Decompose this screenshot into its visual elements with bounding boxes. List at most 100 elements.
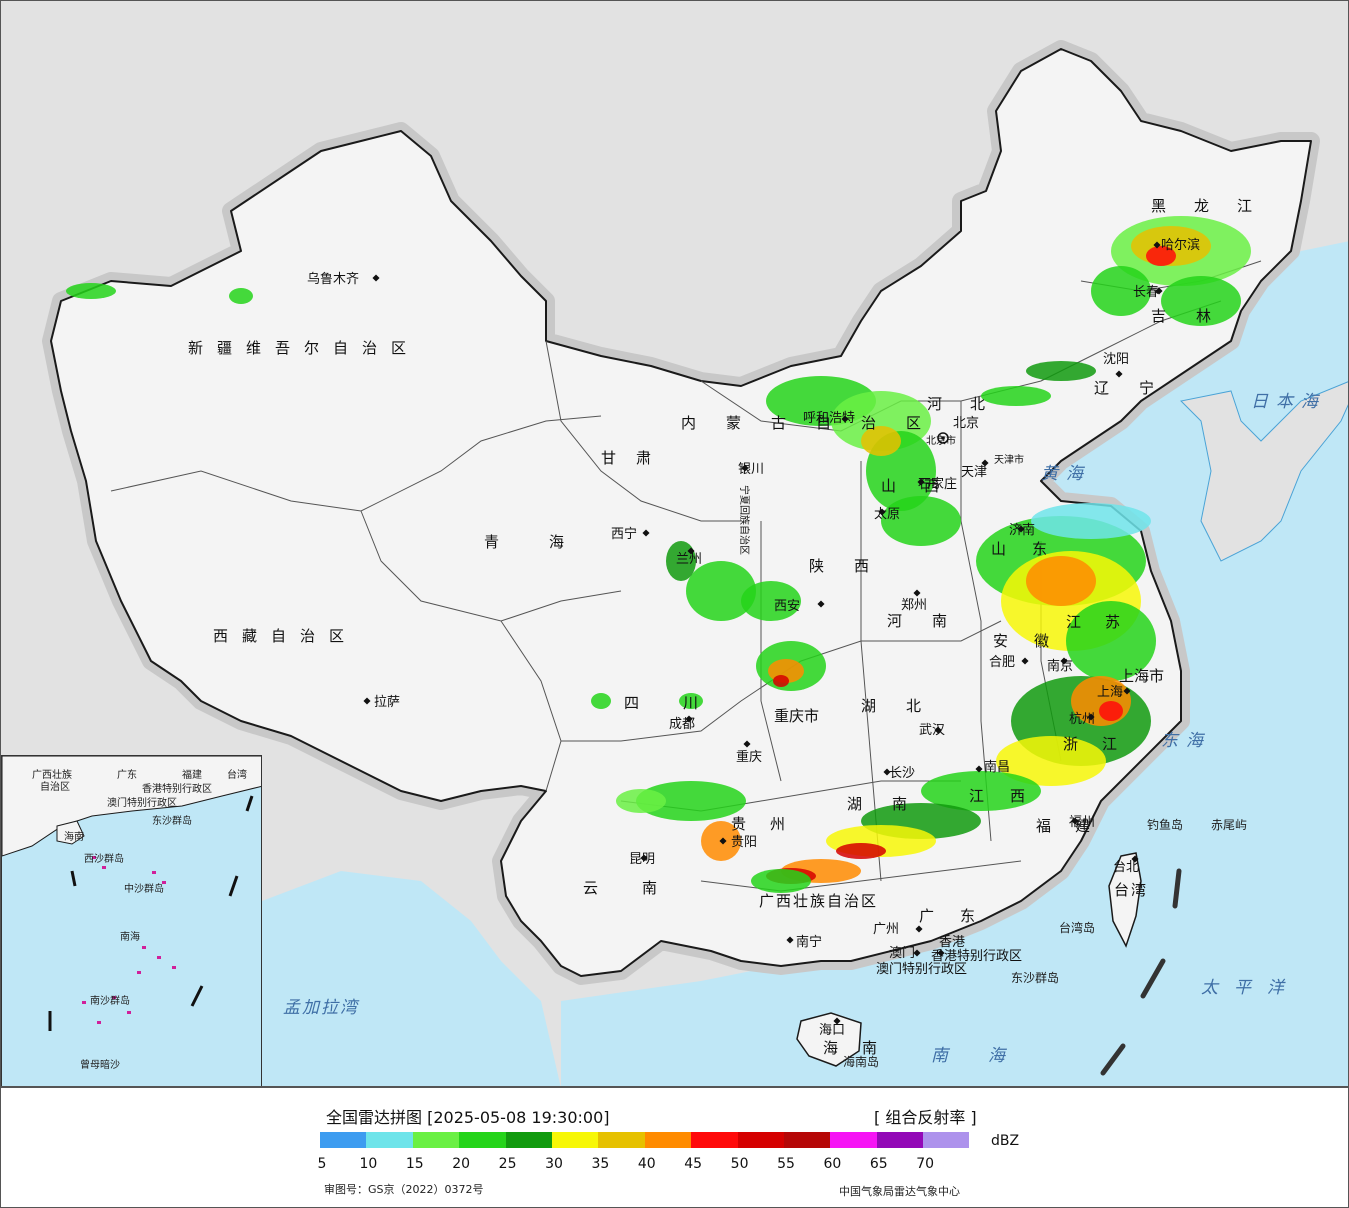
inset-label: 澳门特别行政区 — [107, 798, 177, 809]
city-label: 郑州 — [901, 598, 927, 613]
legend-tick-label: 10 — [359, 1156, 378, 1172]
province-label-yunnan: 云南 — [583, 879, 701, 897]
city-label: 福州 — [1069, 815, 1095, 830]
radar-echo — [1161, 276, 1241, 326]
city-dot — [363, 697, 371, 705]
radar-echoes — [66, 216, 1251, 893]
city-label: 乌鲁木齐 — [307, 271, 359, 287]
province-label-taiwan: 台湾 — [1114, 881, 1148, 899]
city-label: 北京 — [953, 416, 979, 431]
province-label-hubei: 湖北 — [861, 697, 951, 715]
legend-tick-label: 20 — [452, 1156, 471, 1172]
province-label-zhejiang: 浙江 — [1063, 735, 1141, 753]
sar-label-hongkong: 香港特别行政区 — [931, 949, 1022, 964]
city-label: 海口 — [819, 1023, 845, 1038]
city-dot — [640, 854, 648, 862]
radar-echo — [996, 736, 1106, 786]
province-label-neimenggu: 内蒙古自治区 — [681, 414, 951, 432]
legend-swatch — [505, 1132, 552, 1148]
city-label: 济南 — [1009, 522, 1035, 538]
legend-color-bar — [320, 1132, 970, 1148]
radar-echo — [636, 781, 746, 821]
city-label: 银川 — [738, 462, 764, 477]
radar-echo — [591, 693, 611, 709]
city-dot — [913, 949, 921, 957]
municipality-label: 北京市 — [926, 434, 956, 447]
beijing-capital-marker — [937, 432, 949, 444]
legend-swatch — [412, 1132, 460, 1148]
city-dot — [685, 715, 693, 723]
province-label-shaanxi: 陕西 — [809, 557, 899, 575]
radar-echo — [1026, 556, 1096, 606]
inset-label: 东沙群岛 — [152, 816, 192, 827]
china-land — [50, 48, 1312, 977]
city-dot — [937, 949, 945, 957]
sea-label-pacific: 太平洋 — [1201, 978, 1300, 998]
legend-tick-label: 15 — [405, 1156, 424, 1172]
city-label: 拉萨 — [374, 695, 400, 710]
province-label-liaoning: 辽宁 — [1094, 379, 1184, 397]
sea-label-bengal: 孟加拉湾 — [283, 998, 360, 1018]
island-label: 台湾岛 — [1059, 920, 1095, 935]
legend-title: 全国雷达拼图 [2025-05-08 19:30:00] — [326, 1108, 610, 1127]
radar-echo — [741, 581, 801, 621]
city-dot — [833, 1017, 841, 1025]
city-label: 太原 — [874, 507, 900, 522]
city-dot — [1017, 525, 1025, 533]
radar-echo — [1091, 266, 1151, 316]
legend-swatch — [691, 1132, 738, 1148]
radar-map[interactable]: 新疆维吾尔自治区 西藏自治区 青海 甘肃 四川 云南 内蒙古自治区 黑龙江 吉林… — [0, 0, 1349, 1087]
radar-echo — [1026, 361, 1096, 381]
radar-echo — [1031, 503, 1151, 539]
legend-unit: dBZ — [991, 1133, 1020, 1149]
legend-swatch — [644, 1132, 692, 1148]
radar-echo — [981, 386, 1051, 406]
radar-echo — [881, 496, 961, 546]
map-canvas: 新疆维吾尔自治区 西藏自治区 青海 甘肃 四川 云南 内蒙古自治区 黑龙江 吉林… — [42, 40, 1348, 1086]
city-dot — [687, 547, 695, 555]
legend-tick-label: 35 — [591, 1156, 610, 1172]
province-label-shandong: 山东 — [991, 540, 1073, 558]
radar-echo — [751, 869, 811, 893]
city-label: 贵阳 — [731, 835, 757, 850]
radar-echo — [229, 288, 253, 304]
city-label: 南京 — [1047, 658, 1073, 674]
legend-tick-label: 5 — [317, 1156, 327, 1172]
legend-swatch — [459, 1132, 506, 1148]
city-labels: 乌鲁木齐 西宁 兰州 银川 拉萨 成都 重庆 昆明 贵阳 南宁 广州 澳门 香港… — [307, 237, 1200, 1038]
province-label-shanxi: 山西 — [881, 477, 967, 495]
sea-label-japan: 日本海 — [1251, 392, 1326, 412]
province-label-jilin: 吉林 — [1151, 307, 1241, 325]
municipality-label: 上海市 — [1119, 667, 1164, 685]
province-label-sichuan: 四川 — [624, 694, 742, 712]
nine-dash-line — [1100, 868, 1182, 1076]
city-label: 成都 — [669, 717, 695, 732]
city-dot — [913, 589, 921, 597]
municipality-label: 重庆市 — [774, 707, 819, 725]
city-label: 合肥 — [989, 655, 1015, 670]
inset-label: 海南 — [64, 832, 84, 843]
province-label-hainan: 海南 — [823, 1039, 901, 1057]
legend-tick-label: 65 — [869, 1156, 888, 1172]
city-label: 西安 — [774, 599, 800, 614]
city-label: 重庆 — [736, 749, 762, 765]
bay-of-bengal-area — [262, 871, 561, 1086]
city-label: 昆明 — [629, 852, 655, 867]
radar-echo — [861, 426, 901, 456]
legend-swatch — [923, 1132, 970, 1148]
legend-swatch — [551, 1132, 599, 1148]
inset-label: 广东 — [117, 770, 137, 781]
province-label-jiangsu: 江苏 — [1066, 613, 1144, 631]
city-dot — [915, 925, 923, 933]
inset-label: 曾母暗沙 — [80, 1060, 120, 1071]
legend-panel: 全国雷达拼图 [2025-05-08 19:30:00] [ 组合反射率 ] d… — [0, 1087, 1349, 1208]
province-label-xizang: 西藏自治区 — [213, 627, 358, 645]
city-label: 澳门 — [889, 945, 915, 961]
radar-echo — [1146, 246, 1176, 266]
city-label: 武汉 — [919, 723, 945, 738]
radar-echo — [1099, 701, 1123, 721]
inset-label: 南海 — [120, 932, 140, 943]
sar-label-macao: 澳门特别行政区 — [876, 961, 967, 977]
japan-korea-coast — [1179, 381, 1348, 562]
